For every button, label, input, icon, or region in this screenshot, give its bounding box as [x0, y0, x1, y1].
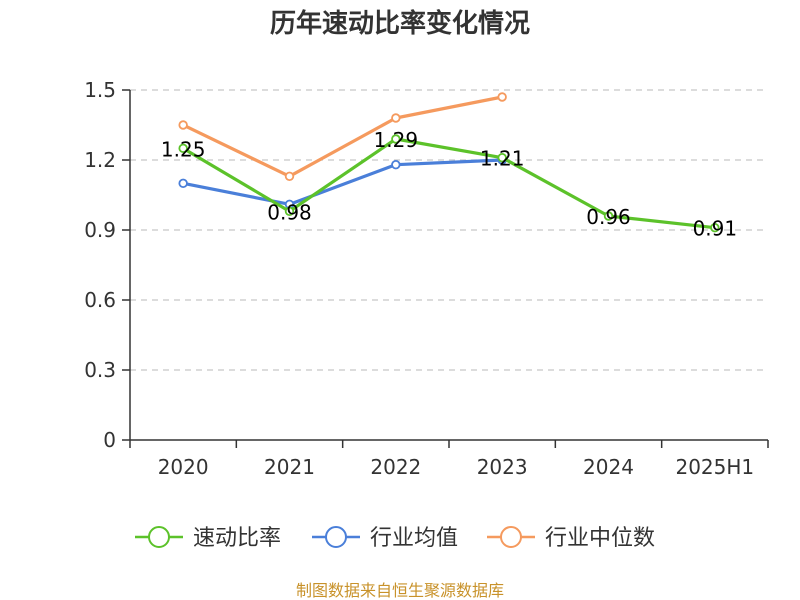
data-point [391, 113, 401, 123]
legend-label: 行业中位数 [545, 526, 655, 551]
x-tick-label: 2024 [583, 455, 634, 479]
data-label: 0.96 [586, 205, 631, 229]
legend: 速动比率 行业均值 行业中位数 [135, 526, 655, 551]
data-point [497, 92, 507, 102]
legend-item: 行业均值 [312, 526, 458, 551]
data-point [178, 120, 188, 130]
data-label: 1.25 [161, 137, 206, 161]
series-line [182, 158, 503, 206]
x-tick-label: 2021 [264, 455, 315, 479]
series-1 [178, 155, 507, 210]
data-point [284, 171, 295, 182]
y-tick-label: 0 [103, 428, 116, 452]
series-line [182, 95, 503, 178]
y-tick-label: 0.6 [84, 288, 116, 312]
data-labels: 1.25 0.98 1.29 1.21 0.96 0.91 [161, 128, 737, 241]
data-point [284, 206, 295, 217]
x-tick-label: 2023 [477, 455, 528, 479]
data-point [391, 134, 401, 144]
axes: 0 0.3 0.6 0.9 1.2 1.5 2020 2021 2022 2023 2024 2025… [84, 78, 769, 479]
data-point [178, 143, 188, 154]
y-tick-label: 0.9 [84, 218, 116, 242]
series-line [182, 137, 716, 230]
data-point [710, 222, 720, 233]
legend-marker [325, 526, 347, 548]
data-label: 1.21 [480, 147, 525, 171]
y-tick-label: 0.3 [84, 358, 116, 382]
x-tick-label: 2025H1 [675, 455, 754, 479]
x-tick-label: 2022 [370, 455, 421, 479]
x-tick-label: 2020 [158, 455, 209, 479]
series-0 [178, 134, 720, 233]
y-tick-label: 1.5 [84, 78, 116, 102]
legend-label: 速动比率 [193, 526, 281, 551]
data-point [391, 159, 401, 170]
legend-item: 速动比率 [135, 526, 281, 551]
legend-item: 行业中位数 [487, 526, 655, 551]
data-label: 0.98 [267, 200, 312, 224]
grid-lines [130, 89, 768, 371]
legend-marker [500, 526, 522, 548]
data-point [497, 152, 507, 163]
series-lines [178, 92, 720, 233]
series-2 [178, 92, 507, 182]
chart-title: 历年速动比率变化情况 [270, 8, 530, 39]
data-point [603, 211, 614, 221]
legend-label: 行业均值 [370, 526, 458, 551]
legend-marker [148, 526, 170, 548]
data-point [178, 178, 188, 189]
data-label: 1.29 [374, 128, 419, 152]
data-label: 0.91 [693, 217, 738, 241]
y-tick-label: 1.2 [84, 148, 116, 172]
source-note: 制图数据来自恒生聚源数据库 [296, 581, 504, 600]
